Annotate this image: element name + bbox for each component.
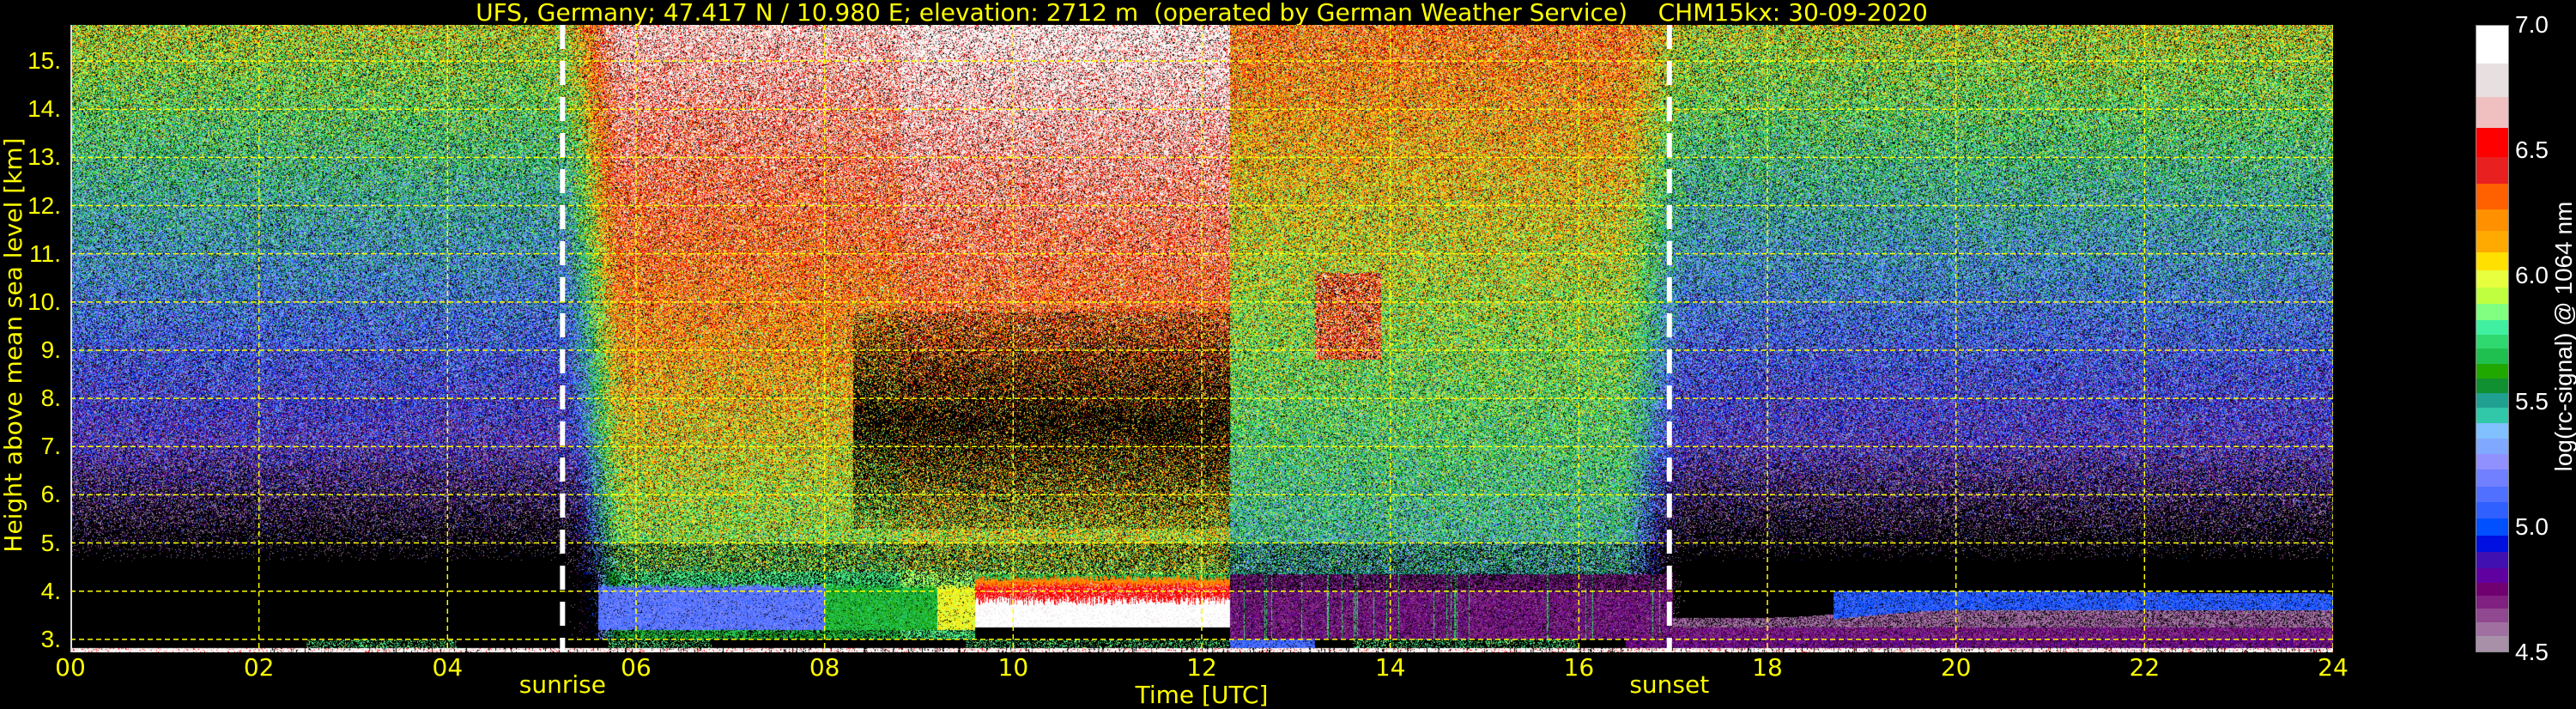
colorbar-bin [2476, 379, 2508, 394]
colorbar-bin [2476, 183, 2508, 209]
y-tick-label: 10. [27, 288, 61, 315]
colorbar-tick-label: 5.5 [2515, 387, 2549, 415]
y-tick-label: 12. [27, 191, 61, 219]
colorbar [2476, 25, 2509, 652]
y-tick-label: 9. [40, 336, 61, 363]
colorbar-bin [2476, 319, 2508, 335]
colorbar-bin [2476, 567, 2508, 583]
colorbar-bin [2476, 63, 2508, 97]
colorbar-bin [2476, 535, 2508, 552]
colorbar-bin [2476, 156, 2508, 184]
colorbar-tick-label: 6.0 [2515, 262, 2549, 289]
y-tick-label: 8. [40, 385, 61, 412]
x-tick-label: 00 [55, 653, 86, 682]
colorbar-bin [2476, 609, 2508, 622]
colorbar-bin [2476, 486, 2508, 503]
grid-overlay [70, 25, 2333, 652]
colorbar-tick-label: 5.0 [2515, 512, 2549, 540]
colorbar-bin [2476, 596, 2508, 609]
sunset-label: sunset [1629, 670, 1710, 699]
colorbar-bin [2476, 502, 2508, 519]
colorbar-bin [2476, 438, 2508, 454]
colorbar-bin [2476, 408, 2508, 423]
colorbar-bin [2476, 621, 2508, 636]
colorbar-bin [2476, 348, 2508, 364]
x-tick-label: 08 [809, 653, 840, 682]
x-tick-label: 06 [621, 653, 652, 682]
colorbar-bin [2476, 270, 2508, 288]
y-tick-label: 6. [40, 481, 61, 508]
colorbar-bin [2476, 26, 2508, 64]
colorbar-bin [2476, 551, 2508, 568]
colorbar-tick-label: 4.5 [2515, 639, 2549, 665]
y-tick-label: 3. [40, 625, 61, 652]
colorbar-bin [2476, 96, 2508, 129]
colorbar-label: log(rc-signal) @ 1064 nm [2550, 201, 2576, 472]
y-tick-label: 7. [40, 433, 61, 460]
colorbar-bin [2476, 288, 2508, 304]
y-axis-label: Height above mean sea level [km] [0, 137, 27, 553]
plot-area [70, 25, 2333, 652]
colorbar-bin [2476, 582, 2508, 597]
colorbar-bin [2476, 518, 2508, 536]
x-tick-label: 14 [1374, 653, 1406, 682]
chart-title: UFS, Germany; 47.417 N / 10.980 E; eleva… [476, 0, 1928, 27]
colorbar-bin [2476, 393, 2508, 409]
y-tick-label: 14. [27, 95, 61, 123]
x-tick-label: 02 [243, 653, 275, 682]
colorbar-bin [2476, 231, 2508, 253]
colorbar-tick-label: 6.5 [2515, 136, 2549, 164]
y-tick-label: 15. [27, 47, 61, 75]
x-tick-label: 10 [997, 653, 1029, 682]
x-tick-label: 24 [2318, 653, 2349, 682]
x-tick-label: 22 [2129, 653, 2161, 682]
colorbar-bin [2476, 303, 2508, 320]
y-tick-label: 11. [29, 239, 61, 267]
y-tick-label: 5. [40, 529, 61, 556]
colorbar-bin [2476, 209, 2508, 232]
colorbar-bin [2476, 128, 2508, 157]
x-tick-label: 16 [1563, 653, 1595, 682]
x-axis-label: Time [UTC] [1135, 681, 1269, 709]
sunrise-label: sunrise [518, 670, 606, 699]
y-tick-label: 13. [27, 143, 61, 171]
y-tick-label: 4. [40, 577, 61, 604]
x-tick-label: 04 [432, 653, 464, 682]
colorbar-bin [2476, 453, 2508, 470]
x-tick-label: 18 [1752, 653, 1783, 682]
x-tick-label: 20 [1940, 653, 1972, 682]
colorbar-bin [2476, 470, 2508, 487]
colorbar-tick-label: 7.0 [2515, 11, 2549, 38]
colorbar-bin [2476, 422, 2508, 439]
colorbar-bin [2476, 252, 2508, 271]
x-tick-label: 12 [1186, 653, 1217, 682]
colorbar-bin [2476, 635, 2508, 651]
colorbar-bin [2476, 334, 2508, 349]
colorbar-bin [2476, 363, 2508, 379]
